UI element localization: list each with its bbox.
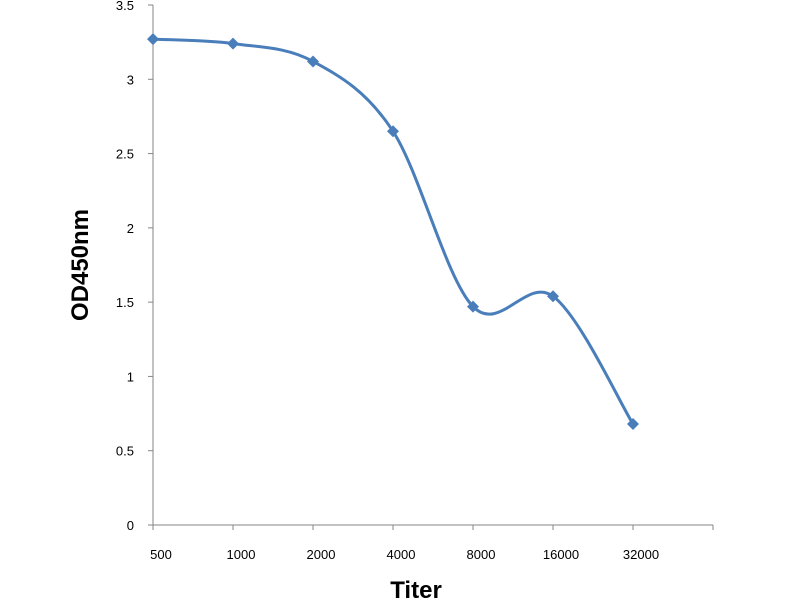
- data-point-marker: [307, 55, 319, 68]
- data-point-marker: [147, 33, 159, 46]
- y-tick-label: 2: [127, 221, 134, 236]
- data-point-marker: [387, 125, 399, 138]
- x-tick-label: 2000: [307, 547, 336, 562]
- y-axis-title: OD450nm: [67, 209, 94, 321]
- data-point-marker: [227, 37, 239, 50]
- y-axis-ticks: 0 0.5 1 1.5 2 2.5 3 3.5: [116, 0, 153, 533]
- data-point-marker: [627, 417, 639, 430]
- series-line: [152, 37, 635, 425]
- x-tick-label: 32000: [623, 547, 659, 562]
- y-tick-label: 3: [127, 72, 134, 87]
- plot-area: [152, 5, 713, 526]
- series-markers: [147, 33, 639, 430]
- y-tick-label: 2.5: [116, 147, 134, 162]
- y-tick-label: 0: [127, 518, 134, 533]
- data-point-marker: [547, 290, 559, 303]
- y-tick-label: 0.5: [116, 444, 134, 459]
- y-tick-label: 3.5: [116, 0, 134, 13]
- x-tick-label: 1000: [227, 547, 256, 562]
- x-axis-ticks: 500 1000 2000 4000 8000 16000 32000: [150, 525, 714, 562]
- x-tick-label: 16000: [543, 547, 579, 562]
- data-point-marker: [467, 300, 479, 313]
- x-tick-label: 500: [150, 547, 172, 562]
- y-tick-label: 1: [127, 369, 134, 384]
- x-tick-label: 8000: [467, 547, 496, 562]
- x-tick-label: 4000: [387, 547, 416, 562]
- y-tick-label: 1.5: [116, 295, 134, 310]
- x-axis-title: Titer: [390, 577, 442, 600]
